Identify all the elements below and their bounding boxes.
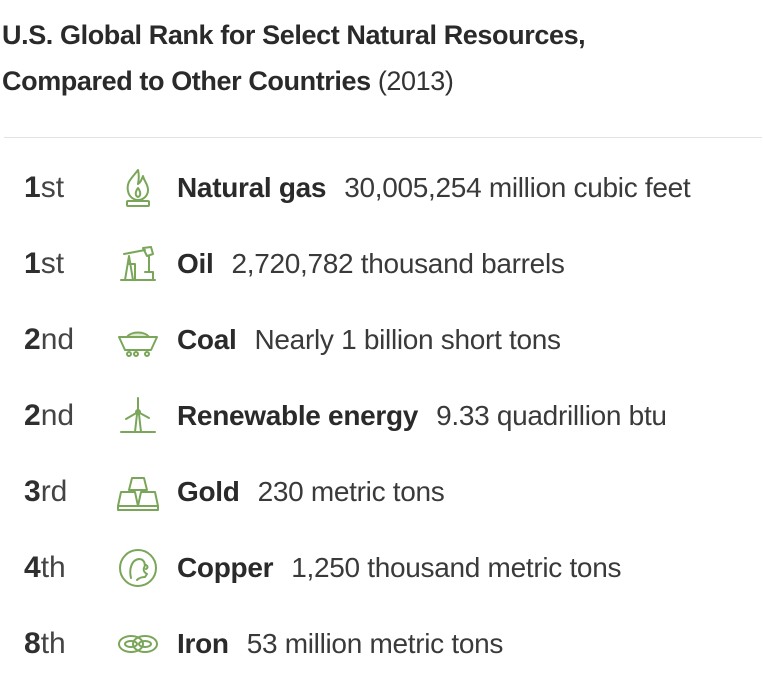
resource-value: 30,005,254 million cubic feet xyxy=(344,172,691,203)
resource-name: Natural gas xyxy=(177,172,327,203)
resource-label: Natural gas 30,005,254 million cubic feet xyxy=(177,172,691,204)
rank: 2nd xyxy=(24,399,74,433)
resource-label: Gold 230 metric tons xyxy=(177,476,445,508)
rank-number: 1 xyxy=(24,171,41,204)
rank-number: 2 xyxy=(24,323,41,356)
resource-row-natural-gas: 1st Natural gas 30,005,254 million cubic … xyxy=(0,150,763,226)
resource-value: 230 metric tons xyxy=(257,476,445,507)
resource-list: 1st Natural gas 30,005,254 million cubic … xyxy=(0,150,763,682)
resource-name: Coal xyxy=(177,324,237,355)
rank: 1st xyxy=(24,171,64,205)
oil-pump-icon xyxy=(112,241,164,287)
resource-row-coal: 2nd Coal Nearly 1 billion short tons xyxy=(0,302,763,378)
rank-number: 1 xyxy=(24,247,41,280)
coal-cart-icon xyxy=(112,317,164,363)
rank: 2nd xyxy=(24,323,74,357)
resource-name: Gold xyxy=(177,476,240,507)
resource-label: Renewable energy 9.33 quadrillion btu xyxy=(177,400,667,432)
resource-name: Renewable energy xyxy=(177,400,419,431)
resource-row-renewable-energy: 2nd Renewable energy 9.33 quadrillion btu xyxy=(0,378,763,454)
resource-row-gold: 3rd Gold 230 metric tons xyxy=(0,454,763,530)
rank-suffix: st xyxy=(40,171,65,204)
header-divider xyxy=(4,137,762,138)
rank-suffix: st xyxy=(40,247,65,280)
rank: 3rd xyxy=(24,475,67,509)
resource-label: Oil 2,720,782 thousand barrels xyxy=(177,248,565,280)
copper-coin-icon xyxy=(112,545,164,591)
resource-row-iron: 8th Iron 53 million metric tons xyxy=(0,606,763,682)
resource-value: 53 million metric tons xyxy=(246,628,504,659)
flame-icon xyxy=(112,165,164,211)
title-line-2-text: Compared to Other Countries xyxy=(2,66,371,96)
title-year: (2013) xyxy=(377,66,454,96)
gold-bars-icon xyxy=(112,469,164,515)
resource-value: 1,250 thousand metric tons xyxy=(291,552,622,583)
rank: 4th xyxy=(24,551,66,585)
resource-name: Copper xyxy=(177,552,274,583)
resource-label: Copper 1,250 thousand metric tons xyxy=(177,552,621,584)
rank-number: 3 xyxy=(24,475,41,508)
rank-suffix: nd xyxy=(40,323,75,356)
resource-label: Iron 53 million metric tons xyxy=(177,628,503,660)
resource-name: Iron xyxy=(177,628,229,659)
rank-suffix: rd xyxy=(40,475,68,508)
rank-suffix: nd xyxy=(40,399,75,432)
rank: 1st xyxy=(24,247,64,281)
iron-chain-icon xyxy=(112,621,164,667)
resource-label: Coal Nearly 1 billion short tons xyxy=(177,324,561,356)
page-title: U.S. Global Rank for Select Natural Reso… xyxy=(2,12,757,104)
resource-value: 9.33 quadrillion btu xyxy=(436,400,667,431)
rank-number: 4 xyxy=(24,551,41,584)
rank-suffix: th xyxy=(40,627,66,660)
rank-number: 2 xyxy=(24,399,41,432)
rank-number: 8 xyxy=(24,627,41,660)
title-line-1: U.S. Global Rank for Select Natural Reso… xyxy=(2,20,586,50)
resource-name: Oil xyxy=(177,248,214,279)
wind-turbine-icon xyxy=(112,393,164,439)
resource-row-oil: 1st Oil 2,720,782 thousand barrels xyxy=(0,226,763,302)
resource-value: 2,720,782 thousand barrels xyxy=(231,248,565,279)
title-line-2: Compared to Other Countries (2013) xyxy=(2,58,757,104)
resource-value: Nearly 1 billion short tons xyxy=(254,324,561,355)
rank: 8th xyxy=(24,627,66,661)
resource-row-copper: 4th Copper 1,250 thousand metric tons xyxy=(0,530,763,606)
rank-suffix: th xyxy=(40,551,66,584)
